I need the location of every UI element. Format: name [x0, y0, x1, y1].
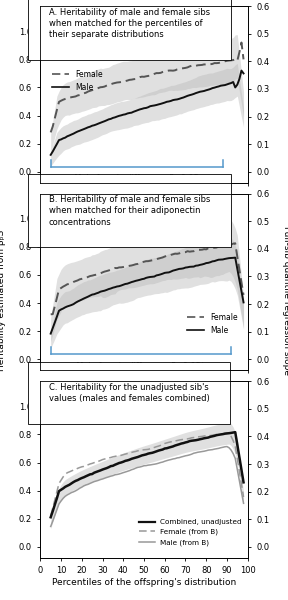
- Text: Male-female difference P≤0.05: Male-female difference P≤0.05: [73, 175, 198, 184]
- Legend: Female, Male: Female, Male: [52, 70, 103, 92]
- Text: C. Heritability for the unadjusted sib's
values (males and females combined): C. Heritability for the unadjusted sib's…: [49, 383, 209, 403]
- Text: B. Heritability of male and female sibs
when matched for their adiponectin
conce: B. Heritability of male and female sibs …: [49, 196, 210, 227]
- Text: Heritability estimated from βₚS: Heritability estimated from βₚS: [0, 229, 6, 371]
- X-axis label: Percentiles of the offspring's distribution: Percentiles of the offspring's distribut…: [52, 578, 236, 587]
- Text: A. Heritability of male and female sibs
when matched for the percentiles of
thei: A. Heritability of male and female sibs …: [49, 8, 210, 39]
- Legend: Combined, unadjusted, Female (from B), Male (from B): Combined, unadjusted, Female (from B), M…: [139, 519, 242, 545]
- Text: Full-sib quantile regression slope: Full-sib quantile regression slope: [282, 226, 288, 374]
- Legend: Female, Male: Female, Male: [187, 313, 238, 335]
- Text: Male-female difference P>0.05*: Male-female difference P>0.05*: [76, 362, 204, 371]
